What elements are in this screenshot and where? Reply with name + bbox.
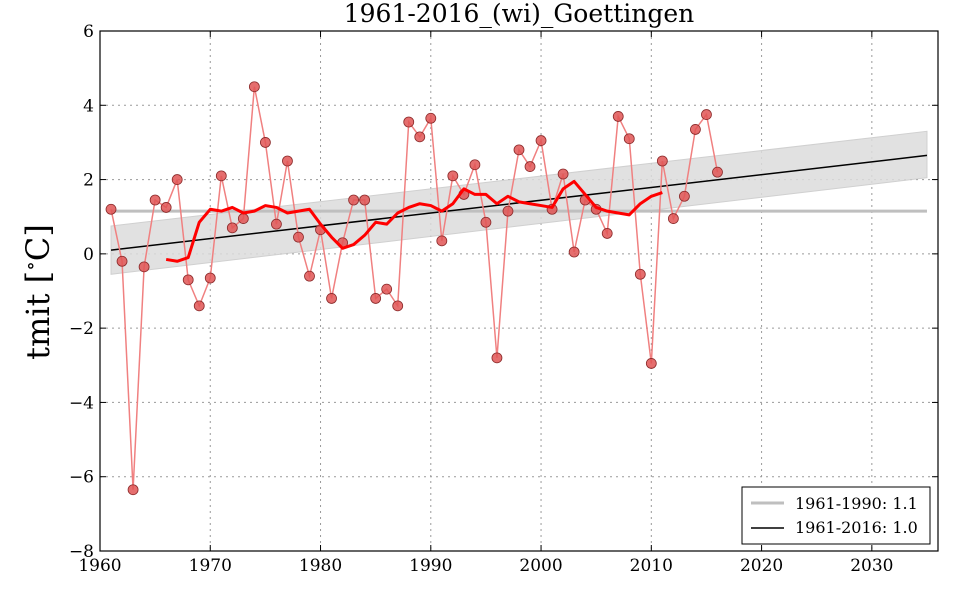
y-tick-label: −4 [69, 393, 94, 413]
x-tick-label: 1990 [409, 556, 452, 576]
observed-point [127, 484, 139, 496]
observed-series-layer [105, 81, 723, 496]
y-tick-label: 2 [83, 171, 94, 191]
legend-label-trend: 1961-2016: 1.0 [795, 518, 918, 537]
observed-point [447, 170, 459, 182]
observed-point [701, 109, 712, 120]
observed-point [513, 144, 525, 156]
observed-series-line [110, 86, 719, 490]
y-tick-label: 0 [83, 245, 94, 265]
observed-point [160, 202, 172, 213]
observed-point [634, 268, 646, 280]
observed-point [116, 255, 128, 267]
observed-point [282, 155, 293, 167]
observed-point [359, 194, 371, 206]
y-tick-label: −8 [69, 542, 94, 562]
observed-point [535, 135, 547, 146]
observed-point [204, 272, 216, 284]
observed-point [491, 352, 503, 364]
observed-point [193, 300, 205, 312]
observed-point [690, 124, 701, 135]
x-tick-label: 2010 [630, 556, 673, 576]
legend: 1961-1990: 1.1 1961-2016: 1.0 [741, 486, 931, 545]
observed-point [215, 170, 227, 182]
observed-point [524, 161, 536, 172]
observed-point [601, 228, 613, 239]
observed-point [293, 231, 304, 243]
x-tick-label: 1980 [299, 556, 342, 576]
x-tick-label: 2030 [850, 556, 893, 576]
observed-point [348, 194, 360, 206]
chart-title: 1961-2016_(wi)_Goettingen [344, 0, 695, 28]
y-tick-label: 6 [83, 22, 94, 42]
observed-point [712, 166, 723, 178]
observed-point [623, 133, 635, 145]
x-tick-label: 2000 [519, 556, 562, 576]
observed-point [469, 159, 481, 171]
smoothed-series-layer [165, 179, 663, 263]
observed-point [259, 137, 271, 148]
observed-point [237, 213, 249, 224]
observed-point [248, 81, 260, 93]
observed-point [502, 205, 514, 217]
observed-point [171, 174, 183, 185]
y-tick-label: −6 [69, 468, 94, 488]
observed-point [138, 261, 150, 273]
observed-point [425, 112, 437, 124]
observed-point [149, 194, 161, 206]
x-tick-label: 1960 [78, 556, 121, 576]
observed-point [656, 155, 668, 167]
y-tick-label: 4 [83, 96, 94, 116]
observed-point [436, 235, 448, 247]
observed-point [568, 246, 580, 258]
y-axis-label-var: tmit [19, 293, 57, 359]
y-axis-label-degree: ∘ [18, 261, 42, 271]
observed-point [370, 293, 382, 304]
observed-point [480, 216, 492, 228]
x-tick-label: 1970 [189, 556, 232, 576]
observed-point [182, 274, 194, 286]
observed-point [226, 222, 238, 234]
observed-point [403, 116, 415, 128]
smoothed-series-line [165, 179, 663, 263]
observed-point [105, 203, 117, 215]
observed-point [392, 300, 404, 312]
axes-layer [99, 30, 939, 552]
grid-layer [100, 31, 938, 551]
observed-point [414, 131, 426, 143]
y-tick-label: −2 [69, 319, 94, 339]
legend-box [741, 486, 931, 545]
observed-point [326, 293, 337, 304]
observed-point [645, 358, 657, 369]
x-tick-label: 2020 [740, 556, 783, 576]
plot-frame [99, 30, 939, 552]
observed-point [612, 111, 624, 122]
y-axis-label-open: [ [19, 271, 57, 283]
tick-label-layer: 1960 1970 1980 1990 2000 2010 2020 2030 6 4 2 0 −2 −4… [69, 22, 894, 576]
y-axis-label-unit: C] [19, 224, 57, 261]
y-axis-label: tmit [∘C] [18, 224, 57, 360]
observed-point [304, 270, 315, 282]
observed-point [271, 218, 282, 230]
legend-label-reference: 1961-1990: 1.1 [795, 494, 918, 513]
observed-point [667, 213, 679, 224]
observed-point [678, 190, 690, 202]
observed-point [557, 168, 569, 180]
observed-point [381, 283, 393, 295]
